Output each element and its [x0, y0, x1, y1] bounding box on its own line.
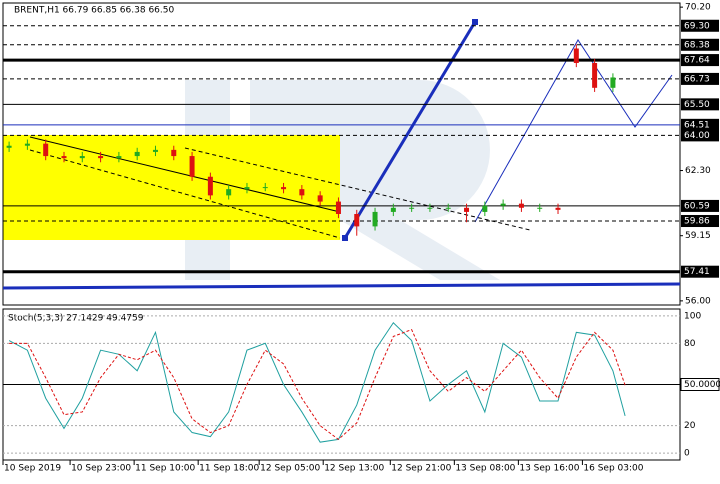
- channel-line: [29, 149, 341, 239]
- trend-line: [29, 136, 341, 213]
- level-label: 65.50: [684, 100, 710, 110]
- candle-body: [573, 48, 579, 63]
- candle-body: [500, 203, 506, 206]
- x-tick-label: 11 Sep 18:00: [199, 464, 259, 474]
- candle-body: [592, 62, 598, 88]
- candle-body: [171, 149, 177, 157]
- level-box: [681, 265, 719, 278]
- projection-line: [343, 21, 477, 239]
- x-tick-label: 10 Sep 23:00: [71, 464, 131, 474]
- drawings: [2, 19, 681, 290]
- x-tick-label: 13 Sep 16:00: [519, 464, 579, 474]
- candle-body: [482, 205, 488, 212]
- candle-body: [427, 207, 433, 209]
- candle-body: [6, 145, 12, 148]
- candle-body: [299, 189, 305, 196]
- y-tick-label: 80: [684, 339, 696, 349]
- level-label: 60.59: [684, 201, 710, 211]
- y-tick-label: 50.0000: [684, 380, 720, 390]
- candle-body: [98, 156, 104, 159]
- level-box: [681, 215, 719, 228]
- candle-body: [354, 213, 360, 227]
- candle-body: [281, 187, 287, 190]
- candle-body: [610, 77, 616, 88]
- candle-body: [445, 207, 451, 209]
- candle-body: [464, 207, 470, 212]
- level-label: 64.51: [684, 120, 710, 130]
- x-tick-label: 13 Sep 08:00: [455, 464, 515, 474]
- level-label: 57.41: [684, 267, 710, 277]
- candle-body: [537, 207, 543, 209]
- support-line: [2, 282, 681, 290]
- stoch-line: [9, 328, 626, 441]
- candle-body: [555, 207, 561, 210]
- x-tick-label: 12 Sep 21:00: [391, 464, 451, 474]
- y-tick-label: 100: [684, 311, 701, 321]
- level-box: [681, 19, 719, 32]
- level-box: [681, 98, 719, 111]
- level-label: 69.30: [684, 21, 710, 31]
- candle-body: [317, 195, 323, 202]
- y-tick-label: 62.30: [685, 166, 711, 176]
- channel-line: [184, 147, 531, 231]
- candle-body: [79, 156, 85, 159]
- level-box: [681, 199, 719, 212]
- zigzag-line: [474, 39, 673, 223]
- level-box: [680, 378, 720, 391]
- anchor: [342, 235, 348, 241]
- main-panel: [2, 2, 681, 306]
- x-tick-label: 16 Sep 03:00: [583, 464, 643, 474]
- y-tick-label: 0: [684, 449, 690, 459]
- y-tick-label: 70.20: [685, 3, 711, 13]
- level-box: [681, 118, 719, 131]
- x-tick-label: 11 Sep 10:00: [135, 464, 195, 474]
- candle-body: [116, 156, 122, 159]
- x-tick-label: 12 Sep 05:00: [260, 464, 320, 474]
- level-label: 68.38: [684, 40, 710, 50]
- candle-body: [189, 156, 195, 177]
- level-label: 59.86: [684, 217, 710, 227]
- stoch-line: [8, 321, 626, 443]
- candle-body: [372, 211, 378, 227]
- candle-body: [390, 207, 396, 212]
- candle-body: [226, 189, 232, 196]
- y-tick-label: 59.15: [685, 231, 711, 241]
- candle-body: [207, 176, 213, 196]
- level-label: 64.00: [684, 131, 710, 141]
- level-box: [681, 129, 719, 142]
- candle-body: [262, 187, 268, 189]
- candle-body: [24, 143, 30, 146]
- candle-body: [152, 149, 158, 152]
- candle-body: [409, 207, 415, 209]
- x-tick-label: 10 Sep 2019: [4, 464, 61, 474]
- level-box: [681, 54, 719, 67]
- candle-body: [61, 156, 67, 159]
- stoch-title: Stoch(5,3,3) 27.1429 49.4759: [8, 314, 144, 324]
- y-tick-label: 20: [684, 421, 696, 431]
- x-tick-label: 12 Sep 13:00: [324, 464, 384, 474]
- header: BRENT,H1 66.79 66.85 66.38 66.50: [14, 6, 174, 16]
- level-box: [681, 38, 719, 51]
- level-label: 66.73: [684, 74, 710, 84]
- candle-body: [43, 143, 49, 157]
- candle-body: [244, 187, 250, 190]
- candle-body: [134, 151, 140, 157]
- y-tick-label: 56.00: [685, 296, 711, 306]
- anchor: [472, 19, 478, 25]
- level-box: [681, 72, 719, 85]
- level-label: 67.64: [684, 56, 710, 66]
- candle-body: [335, 201, 341, 214]
- candle-body: [518, 203, 524, 208]
